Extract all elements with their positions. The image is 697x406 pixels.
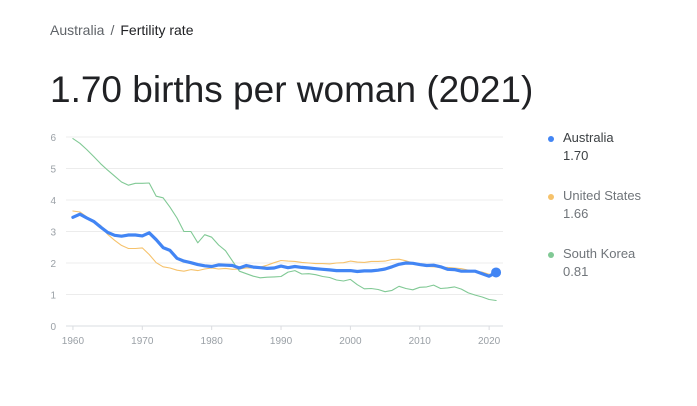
y-tick-label-0: 0 [50,322,56,333]
legend-dot-united-states [548,194,554,200]
series-line-south-korea [72,138,497,302]
legend-value-united-states: 1.66 [563,206,589,221]
x-tick-label-1980: 1980 [201,336,224,347]
y-tick-label-4: 4 [50,196,56,207]
legend-name-united-states: United States [563,188,642,203]
legend-name-australia: Australia [563,130,614,145]
x-tick-label-1960: 1960 [62,336,85,347]
y-tick-label-2: 2 [50,259,56,270]
legend-value-south-korea: 0.81 [563,264,589,279]
legend-dot-south-korea [548,252,554,258]
x-tick-label-1990: 1990 [270,336,293,347]
page-title: 1.70 births per woman (2021) [50,69,534,110]
legend-dot-australia [548,136,554,142]
y-tick-label-1: 1 [50,291,56,302]
y-tick-label-6: 6 [50,133,56,144]
x-tick-label-2010: 2010 [409,336,432,347]
y-tick-label-5: 5 [50,165,56,176]
breadcrumb-separator: / [110,22,115,38]
legend-value-australia: 1.70 [563,148,589,163]
x-tick-label-1970: 1970 [131,336,154,347]
legend-name-south-korea: South Korea [563,246,636,261]
x-tick-label-2020: 2020 [478,336,501,347]
series-endpoint-australia [491,267,502,278]
breadcrumb: Australia / Fertility rate [50,22,193,38]
x-tick-label-2000: 2000 [339,336,362,347]
breadcrumb-current: Fertility rate [120,22,194,38]
series-line-australia [71,212,498,278]
breadcrumb-parent-link[interactable]: Australia [50,22,105,38]
y-tick-label-3: 3 [50,228,56,239]
